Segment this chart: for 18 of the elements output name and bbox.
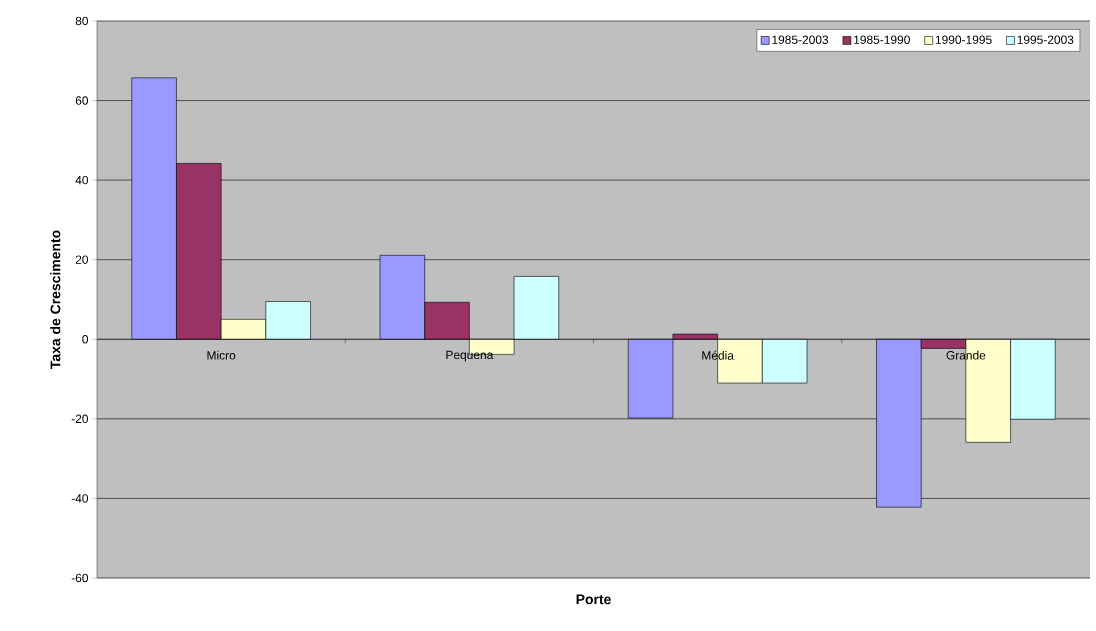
y-tick-label: 80 [75,16,89,26]
legend-label: 1985-1990 [854,35,910,44]
legend-label: 1990-1995 [935,35,992,44]
y-tick-label: 0 [82,335,89,344]
x-tick-label: Pequena [446,350,494,362]
x-axis-title: Porte [576,594,611,605]
y-tick-label: -60 [71,573,89,583]
y-tick-label: 40 [75,175,89,185]
y-tick-label: 60 [75,96,89,105]
legend-label: 1985-2003 [772,35,829,44]
legend-label: 1995-2003 [1017,35,1074,44]
x-tick-label: Micro [207,350,236,360]
y-tick-label: 20 [75,255,89,264]
x-tick-label: Grande [946,350,986,360]
x-tick-label: Média [702,350,734,360]
y-tick-label: -40 [71,494,89,503]
y-tick-label: -20 [71,414,89,424]
y-axis-title: Taxa de Crescimento [50,230,61,369]
